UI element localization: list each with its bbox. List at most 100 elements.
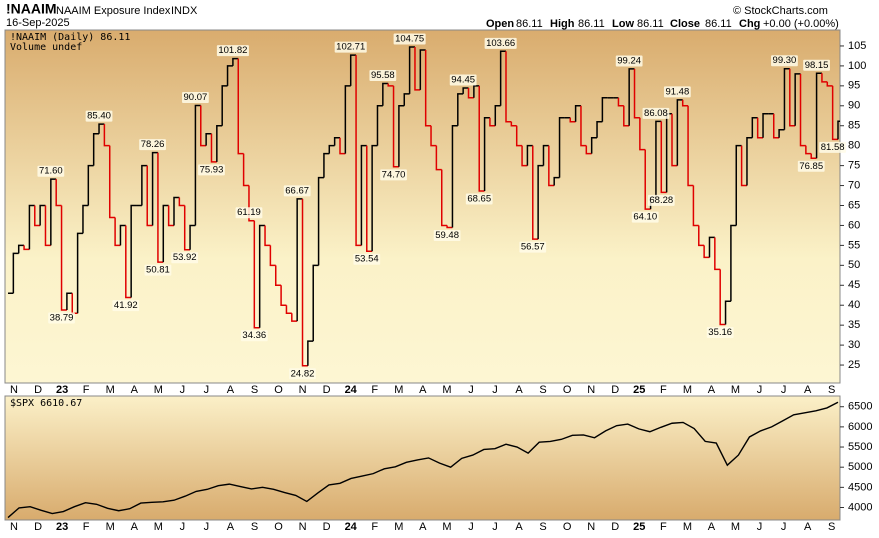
x-tick-label: A bbox=[131, 384, 139, 396]
step-segment bbox=[505, 51, 512, 123]
label-box bbox=[353, 253, 381, 265]
y-tick-label: 55 bbox=[848, 239, 860, 251]
x-tick-label: S bbox=[539, 521, 546, 533]
bottom-panel bbox=[4, 395, 841, 521]
step-segment bbox=[478, 85, 485, 192]
step-segment bbox=[39, 204, 46, 226]
step-segment bbox=[671, 113, 678, 167]
label-box bbox=[85, 110, 113, 122]
y-tick-label: 5500 bbox=[848, 441, 872, 453]
step-segment bbox=[553, 176, 560, 186]
step-segment bbox=[194, 104, 201, 226]
label-box bbox=[198, 164, 225, 176]
x-tick-label: N bbox=[299, 521, 307, 533]
step-segment bbox=[521, 145, 528, 167]
y-tick-label: 6000 bbox=[848, 421, 872, 433]
label-box bbox=[240, 330, 268, 342]
step-segment bbox=[98, 123, 105, 134]
exchange: INDX bbox=[171, 5, 198, 17]
x-tick-label: A bbox=[708, 521, 716, 533]
step-segment bbox=[280, 285, 287, 306]
step-segment bbox=[66, 292, 73, 311]
step-segment bbox=[778, 128, 785, 138]
x-tick-label: M bbox=[442, 521, 451, 533]
step-segment bbox=[815, 72, 822, 159]
y-tick-label: 50 bbox=[848, 259, 860, 271]
step-segment bbox=[703, 245, 710, 259]
y-tick-label: 75 bbox=[848, 160, 860, 172]
y-tick-label: 4500 bbox=[848, 481, 872, 493]
step-segment bbox=[23, 245, 30, 251]
open: 86.11 bbox=[516, 18, 543, 30]
step-segment bbox=[639, 117, 646, 151]
step-segment bbox=[28, 204, 35, 250]
data-label: 99.30 bbox=[773, 55, 797, 66]
step-segment bbox=[349, 54, 357, 86]
x-tick-label: M bbox=[683, 521, 692, 533]
x-tick-label: A bbox=[131, 521, 139, 533]
y-tick-label: 45 bbox=[848, 279, 860, 291]
label-box bbox=[369, 70, 397, 82]
step-segment bbox=[457, 93, 464, 126]
step-segment bbox=[580, 105, 587, 147]
step-segment bbox=[130, 204, 137, 298]
step-segment bbox=[494, 105, 501, 126]
x-tick-label: S bbox=[251, 384, 258, 396]
step-segment bbox=[398, 105, 405, 167]
y-tick-label: 35 bbox=[848, 319, 860, 331]
y-tick-label: 100 bbox=[848, 60, 866, 72]
data-label: 34.36 bbox=[242, 330, 266, 341]
step-segment bbox=[526, 144, 533, 166]
step-segment bbox=[805, 145, 812, 155]
label-box bbox=[449, 74, 477, 86]
x-tick-label: M bbox=[106, 521, 115, 533]
high-label: High bbox=[550, 18, 575, 30]
x-tick-label: J bbox=[781, 384, 787, 396]
x-tick-label: A bbox=[515, 521, 523, 533]
data-label: 75.93 bbox=[200, 164, 224, 175]
step-segment bbox=[307, 340, 314, 366]
legend: !NAAIM (Daily) 86.11 bbox=[10, 32, 130, 43]
step-segment bbox=[50, 178, 57, 246]
data-label: 101.82 bbox=[218, 45, 247, 56]
step-segment bbox=[216, 124, 223, 162]
data-label: 50.81 bbox=[146, 265, 170, 276]
data-label: 98.15 bbox=[805, 60, 829, 71]
x-tick-label: A bbox=[227, 384, 235, 396]
step-segment bbox=[826, 81, 833, 87]
step-segment bbox=[151, 151, 158, 226]
x-tick-label: F bbox=[371, 384, 378, 396]
source: © StockCharts.com bbox=[733, 5, 828, 17]
x-tick-label: D bbox=[34, 521, 42, 533]
step-segment bbox=[515, 125, 523, 147]
data-label: 68.28 bbox=[649, 195, 673, 206]
step-segment bbox=[746, 136, 753, 186]
x-tick-label: J bbox=[204, 384, 210, 396]
step-segment bbox=[269, 245, 276, 267]
data-label: 99.24 bbox=[617, 55, 641, 66]
label-box bbox=[334, 41, 367, 53]
x-tick-label: J bbox=[781, 521, 787, 533]
y-tick-label: 95 bbox=[848, 80, 860, 92]
x-tick-label: N bbox=[10, 521, 18, 533]
close-label: Close bbox=[670, 18, 700, 30]
data-label: 68.65 bbox=[467, 193, 491, 204]
step-segment bbox=[810, 153, 817, 159]
x-tick-label: A bbox=[708, 384, 716, 396]
data-label: 61.19 bbox=[237, 207, 261, 218]
step-segment bbox=[360, 144, 367, 246]
label-box bbox=[631, 211, 659, 223]
step-segment bbox=[323, 152, 330, 178]
high: 86.11 bbox=[578, 18, 605, 30]
x-tick-label: A bbox=[515, 384, 523, 396]
x-tick-label: S bbox=[828, 384, 835, 396]
step-segment bbox=[387, 83, 394, 87]
step-segment bbox=[558, 117, 565, 178]
label-box bbox=[819, 141, 847, 153]
step-segment bbox=[799, 73, 806, 147]
data-label: 91.48 bbox=[665, 86, 689, 97]
x-tick-label: J bbox=[757, 521, 763, 533]
step-segment bbox=[103, 124, 110, 147]
x-tick-label: A bbox=[804, 521, 812, 533]
step-segment bbox=[435, 145, 442, 171]
